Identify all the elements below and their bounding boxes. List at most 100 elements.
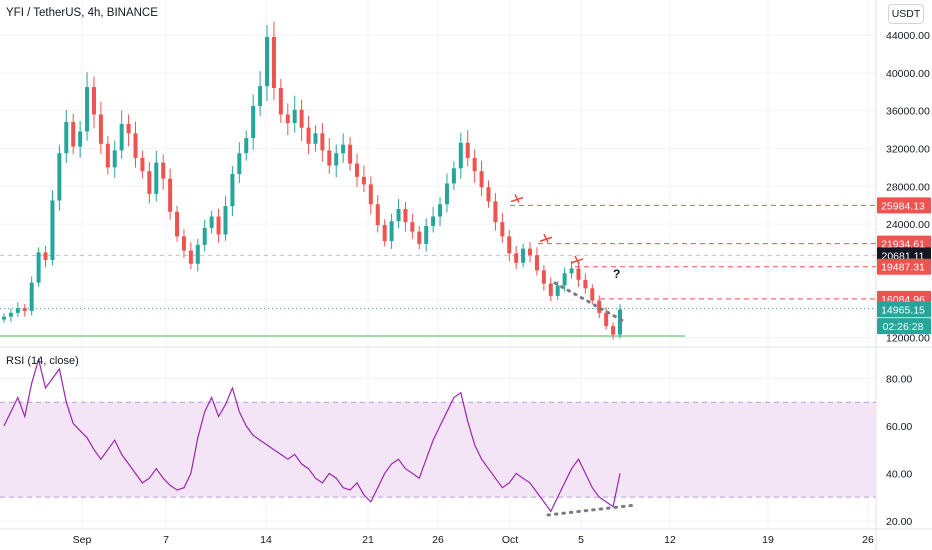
candle-body — [15, 308, 20, 313]
candle-body — [78, 131, 83, 147]
price-tag — [877, 318, 931, 335]
candle-body — [188, 250, 193, 264]
candle-body — [22, 308, 27, 311]
rejection-mark — [543, 233, 549, 243]
time-tick-label: 26 — [432, 534, 444, 546]
price-tick-label: 32000.00 — [886, 143, 930, 155]
price-tick-label: 36000.00 — [886, 106, 930, 118]
price-tag — [877, 301, 931, 318]
price-divergence-line — [553, 281, 627, 324]
candle-body — [2, 316, 6, 320]
candle-body — [271, 37, 276, 89]
candle-body — [50, 200, 55, 260]
candle-body — [36, 252, 41, 283]
price-levels — [0, 204, 876, 337]
rejection-mark — [514, 194, 520, 203]
candle-body — [431, 216, 436, 226]
candle-body — [548, 283, 553, 296]
price-tag-label: 14965.15 — [881, 304, 925, 316]
rsi-band — [0, 401, 876, 498]
candle-body — [500, 222, 505, 237]
candle-body — [292, 109, 297, 123]
time-tick-label: 21 — [362, 534, 374, 546]
time-tick-label: 19 — [762, 534, 774, 546]
candle-body — [576, 268, 581, 280]
candle-body — [98, 114, 103, 144]
candle-body — [299, 109, 304, 128]
candle-body — [133, 133, 138, 158]
candle-body — [348, 144, 353, 164]
price-tick-label: 24000.00 — [886, 219, 930, 231]
rsi-tick-label: 80.00 — [886, 373, 912, 385]
candle-body — [91, 87, 96, 115]
candle-body — [403, 208, 408, 223]
price-tick-label: 12000.00 — [886, 332, 930, 344]
candle-body — [472, 157, 477, 172]
candle-body — [389, 221, 394, 242]
candle-body — [341, 144, 346, 154]
price-tag-label: 02:26:28 — [883, 321, 924, 333]
candle-body — [368, 184, 373, 205]
price-tag — [877, 197, 931, 214]
candle-body — [85, 87, 90, 132]
candle-body — [223, 206, 228, 235]
candle-body — [209, 216, 214, 228]
candle-body — [285, 114, 290, 123]
candle-body — [597, 300, 602, 313]
time-tick-label: 14 — [260, 534, 272, 546]
rsi-tick-label: 20.00 — [886, 516, 912, 528]
candle-body — [590, 288, 595, 301]
candle-body — [417, 231, 422, 244]
candle-body — [126, 123, 131, 134]
candle-body — [479, 171, 484, 188]
question-mark: ? — [613, 267, 620, 281]
candle-body — [534, 255, 539, 271]
rejection-mark — [574, 255, 580, 265]
candle-body — [313, 133, 318, 144]
candle-body — [438, 204, 443, 217]
candle-body — [583, 279, 588, 289]
candle-body — [618, 309, 622, 335]
price-tick-label: 44000.00 — [886, 30, 930, 42]
price-labels: 25984.1321934.6120681.1119487.3116084.96… — [877, 197, 931, 335]
candlestick-series — [2, 21, 622, 340]
candle-body — [555, 285, 560, 296]
candle-body — [168, 178, 173, 212]
time-tick-label: Sep — [73, 534, 92, 546]
price-tag-label: 25984.13 — [881, 200, 925, 212]
candle-body — [140, 157, 145, 172]
candle-body — [458, 142, 463, 169]
candle-body — [265, 37, 270, 87]
time-tick-label: 12 — [664, 534, 676, 546]
candle-body — [8, 312, 13, 317]
candle-body — [528, 248, 533, 256]
candle-body — [444, 183, 449, 205]
rsi-line — [3, 357, 621, 513]
candle-body — [154, 162, 159, 194]
candle-body — [320, 133, 325, 151]
candle-body — [244, 138, 249, 154]
candle-body — [112, 150, 117, 168]
candle-body — [514, 253, 519, 263]
candle-body — [230, 173, 235, 207]
candle-body — [175, 211, 180, 237]
rsi-title: RSI (14, close) — [6, 355, 79, 367]
candle-body — [465, 142, 470, 158]
candle-body — [29, 282, 34, 311]
candle-body — [382, 225, 387, 242]
candle-body — [119, 123, 124, 151]
currency-button[interactable]: USDT — [888, 4, 924, 24]
candle-body — [327, 150, 332, 166]
candle-body — [216, 216, 221, 235]
time-tick-label: 26 — [862, 534, 874, 546]
rsi-tick-label: 60.00 — [886, 421, 912, 433]
time-tick-label: 5 — [578, 534, 584, 546]
price-tick-label: 40000.00 — [886, 68, 930, 80]
candle-body — [424, 225, 429, 244]
candle-body — [604, 312, 609, 327]
candle-body — [105, 143, 110, 168]
candle-body — [57, 153, 62, 201]
candle-body — [306, 127, 311, 144]
candle-body — [195, 244, 200, 264]
